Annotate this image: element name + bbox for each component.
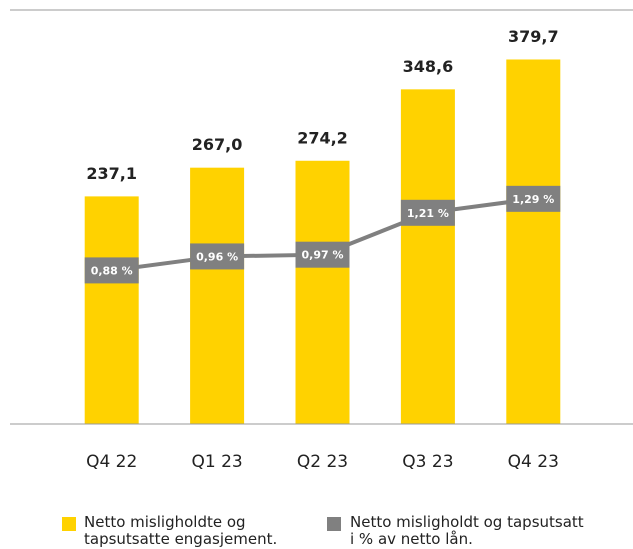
- bar-value-label: 274,2: [297, 128, 348, 147]
- bar: [84, 196, 139, 424]
- x-tick-label: Q4 22: [86, 452, 137, 472]
- x-tick-label: Q3 23: [402, 452, 453, 472]
- x-tick-label: Q4 23: [508, 452, 559, 472]
- line-point-box: [295, 241, 350, 268]
- line-value-label: 0,97 %: [302, 249, 344, 262]
- bar: [400, 89, 455, 425]
- line-value-label: 1,21 %: [407, 207, 449, 220]
- line-point-box: [506, 185, 561, 212]
- bar: [190, 167, 245, 424]
- line-point-box: [190, 243, 245, 270]
- bar: [295, 160, 350, 424]
- legend-label: Netto misligholdte og tapsutsatte engasj…: [84, 513, 278, 548]
- x-tick-label: Q2 23: [297, 452, 348, 472]
- bar-value-label: 379,7: [508, 27, 559, 46]
- legend-label: Netto misligholdt og tapsutsatt i % av n…: [350, 513, 584, 548]
- line-value-label: 0,88 %: [91, 264, 133, 277]
- line-point-box: [400, 199, 455, 226]
- bar-value-label: 237,1: [86, 164, 137, 183]
- bar-value-label: 348,6: [403, 57, 454, 76]
- legend-swatch: [327, 517, 341, 531]
- bar-value-label: 267,0: [192, 135, 243, 154]
- x-tick-label: Q1 23: [191, 452, 242, 472]
- line-value-label: 1,29 %: [512, 193, 554, 206]
- line-value-label: 0,96 %: [196, 250, 238, 263]
- bar: [506, 59, 561, 424]
- legend-swatch: [62, 517, 76, 531]
- line-point-box: [84, 257, 139, 284]
